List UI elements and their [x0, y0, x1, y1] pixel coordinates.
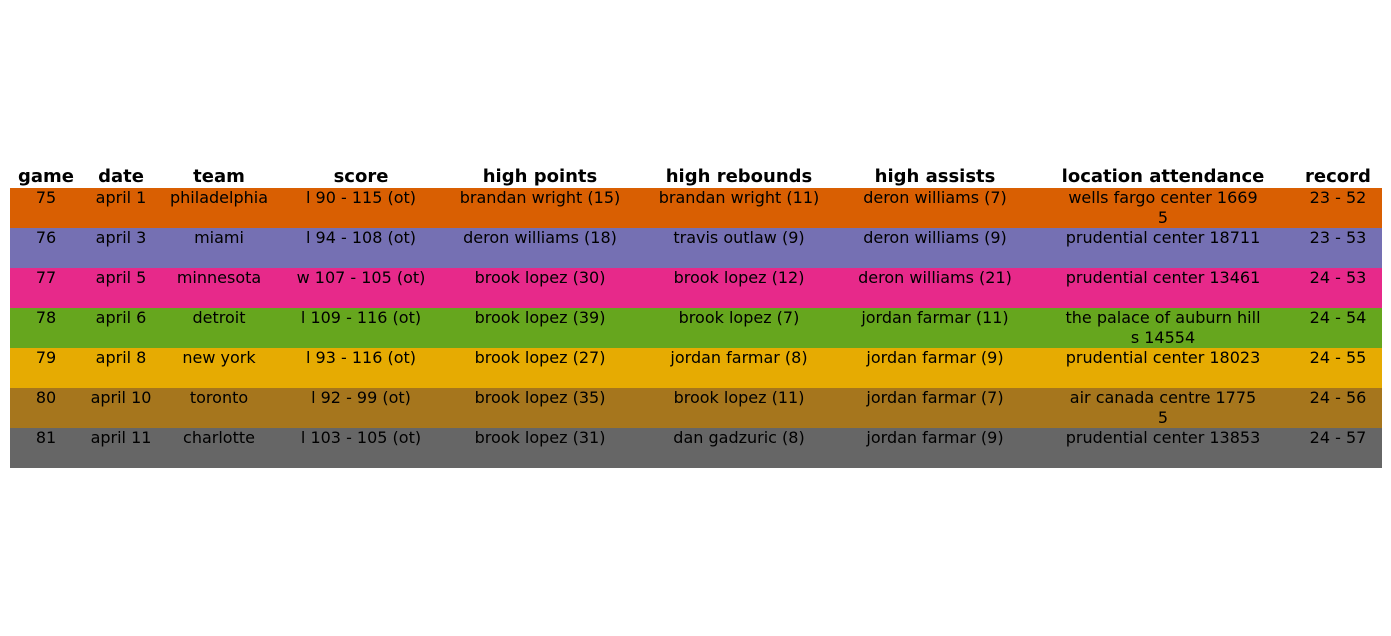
table-row: 81 april 11 charlotte l 103 - 105 (ot) brook… — [10, 428, 1382, 468]
table-cell-high-rebounds: brook lopez (11) — [673, 388, 805, 407]
table-cell-high-points: brook lopez (31) — [474, 428, 606, 447]
table-cell-score: l 90 - 115 (ot) — [305, 188, 417, 207]
table-cell-location-attendance: prudential center 18711 — [1065, 228, 1261, 247]
table-cell-high-assists: jordan farmar (9) — [866, 428, 1004, 447]
table-cell-high-rebounds: jordan farmar (8) — [670, 348, 808, 367]
table-cell-high-points: deron williams (18) — [463, 228, 617, 247]
table-cell-team: minnesota — [176, 268, 262, 287]
table-cell-high-points: brook lopez (27) — [474, 348, 606, 367]
table-cell-game: 75 — [35, 188, 57, 207]
table-cell-record: 24 - 56 — [1309, 388, 1367, 407]
table-cell-high-assists: jordan farmar (11) — [861, 308, 1009, 327]
table-cell-location-attendance: prudential center 13853 — [1065, 428, 1261, 447]
table-cell-high-rebounds: dan gadzuric (8) — [673, 428, 805, 447]
table-cell-score: w 107 - 105 (ot) — [296, 268, 426, 287]
table-cell-record: 24 - 53 — [1309, 268, 1367, 287]
table-cell-date: april 10 — [90, 388, 152, 407]
table-cell-location-attendance: air canada centre 17755 — [1069, 388, 1257, 427]
table-row: 79 april 8 new york l 93 - 116 (ot) brook lo… — [10, 348, 1382, 388]
table-cell-date: april 3 — [95, 228, 147, 247]
table-cell-high-rebounds: brandan wright (11) — [658, 188, 820, 207]
table-cell-record: 23 - 53 — [1309, 228, 1367, 247]
table-cell-game: 76 — [35, 228, 57, 247]
table-cell-high-rebounds: brook lopez (7) — [678, 308, 800, 327]
column-header-date: date — [98, 166, 144, 187]
table-cell-record: 24 - 55 — [1309, 348, 1367, 367]
table-cell-score: l 92 - 99 (ot) — [311, 388, 411, 407]
table-cell-team: new york — [182, 348, 256, 367]
column-header-score: score — [333, 166, 389, 187]
table-cell-location-attendance: the palace of auburn hills 14554 — [1065, 308, 1261, 347]
column-header-high-rebounds: high rebounds — [665, 166, 813, 187]
table-cell-team: miami — [194, 228, 244, 247]
table-cell-high-points: brook lopez (30) — [474, 268, 606, 287]
table-cell-location-attendance: wells fargo center 16695 — [1068, 188, 1258, 227]
table-cell-date: april 8 — [95, 348, 147, 367]
table-cell-location-attendance: prudential center 13461 — [1065, 268, 1261, 287]
column-header-record: record — [1305, 166, 1371, 187]
table-cell-game: 77 — [35, 268, 57, 287]
column-header-high-points: high points — [482, 166, 598, 187]
table-cell-high-rebounds: travis outlaw (9) — [673, 228, 805, 247]
table-cell-score: l 109 - 116 (ot) — [300, 308, 422, 327]
table-cell-score: l 93 - 116 (ot) — [305, 348, 417, 367]
table-cell-team: charlotte — [183, 428, 255, 447]
table-row: 78 april 6 detroit l 109 - 116 (ot) brook lo… — [10, 308, 1382, 348]
table-cell-game: 80 — [35, 388, 57, 407]
table-cell-team: detroit — [192, 308, 246, 327]
table-cell-date: april 1 — [95, 188, 147, 207]
table-cell-game: 81 — [35, 428, 57, 447]
table-cell-high-assists: deron williams (7) — [863, 188, 1007, 207]
table-cell-date: april 6 — [95, 308, 147, 327]
column-header-location-attendance: location attendance — [1061, 166, 1265, 187]
table-cell-high-assists: jordan farmar (7) — [866, 388, 1004, 407]
table-cell-game: 78 — [35, 308, 57, 327]
table-cell-date: april 5 — [95, 268, 147, 287]
table-cell-high-assists: deron williams (21) — [858, 268, 1012, 287]
table-cell-score: l 94 - 108 (ot) — [305, 228, 417, 247]
table-cell-high-assists: jordan farmar (9) — [866, 348, 1004, 367]
table-cell-score: l 103 - 105 (ot) — [300, 428, 422, 447]
table-cell-high-rebounds: brook lopez (12) — [673, 268, 805, 287]
table-cell-record: 24 - 54 — [1309, 308, 1367, 327]
table-cell-high-assists: deron williams (9) — [863, 228, 1007, 247]
column-header-game: game — [18, 166, 74, 187]
column-header-team: team — [193, 166, 245, 187]
table-cell-record: 23 - 52 — [1309, 188, 1367, 207]
table-row: 76 april 3 miami l 94 - 108 (ot) deron willi… — [10, 228, 1382, 268]
table-cell-high-points: brook lopez (35) — [474, 388, 606, 407]
table-row: 80 april 10 toronto l 92 - 99 (ot) brook lop… — [10, 388, 1382, 428]
table-row: 77 april 5 minnesota w 107 - 105 (ot) brook … — [10, 268, 1382, 308]
table-cell-date: april 11 — [90, 428, 152, 447]
column-header-high-assists: high assists — [874, 166, 996, 187]
table-cell-record: 24 - 57 — [1309, 428, 1367, 447]
table-cell-high-points: brook lopez (39) — [474, 308, 606, 327]
table-cell-team: philadelphia — [170, 188, 268, 207]
table-row: 75 april 1 philadelphia l 90 - 115 (ot) bran… — [10, 188, 1382, 228]
table-cell-team: toronto — [189, 388, 249, 407]
table-cell-game: 79 — [35, 348, 57, 367]
table-cell-high-points: brandan wright (15) — [459, 188, 621, 207]
table-cell-location-attendance: prudential center 18023 — [1065, 348, 1261, 367]
